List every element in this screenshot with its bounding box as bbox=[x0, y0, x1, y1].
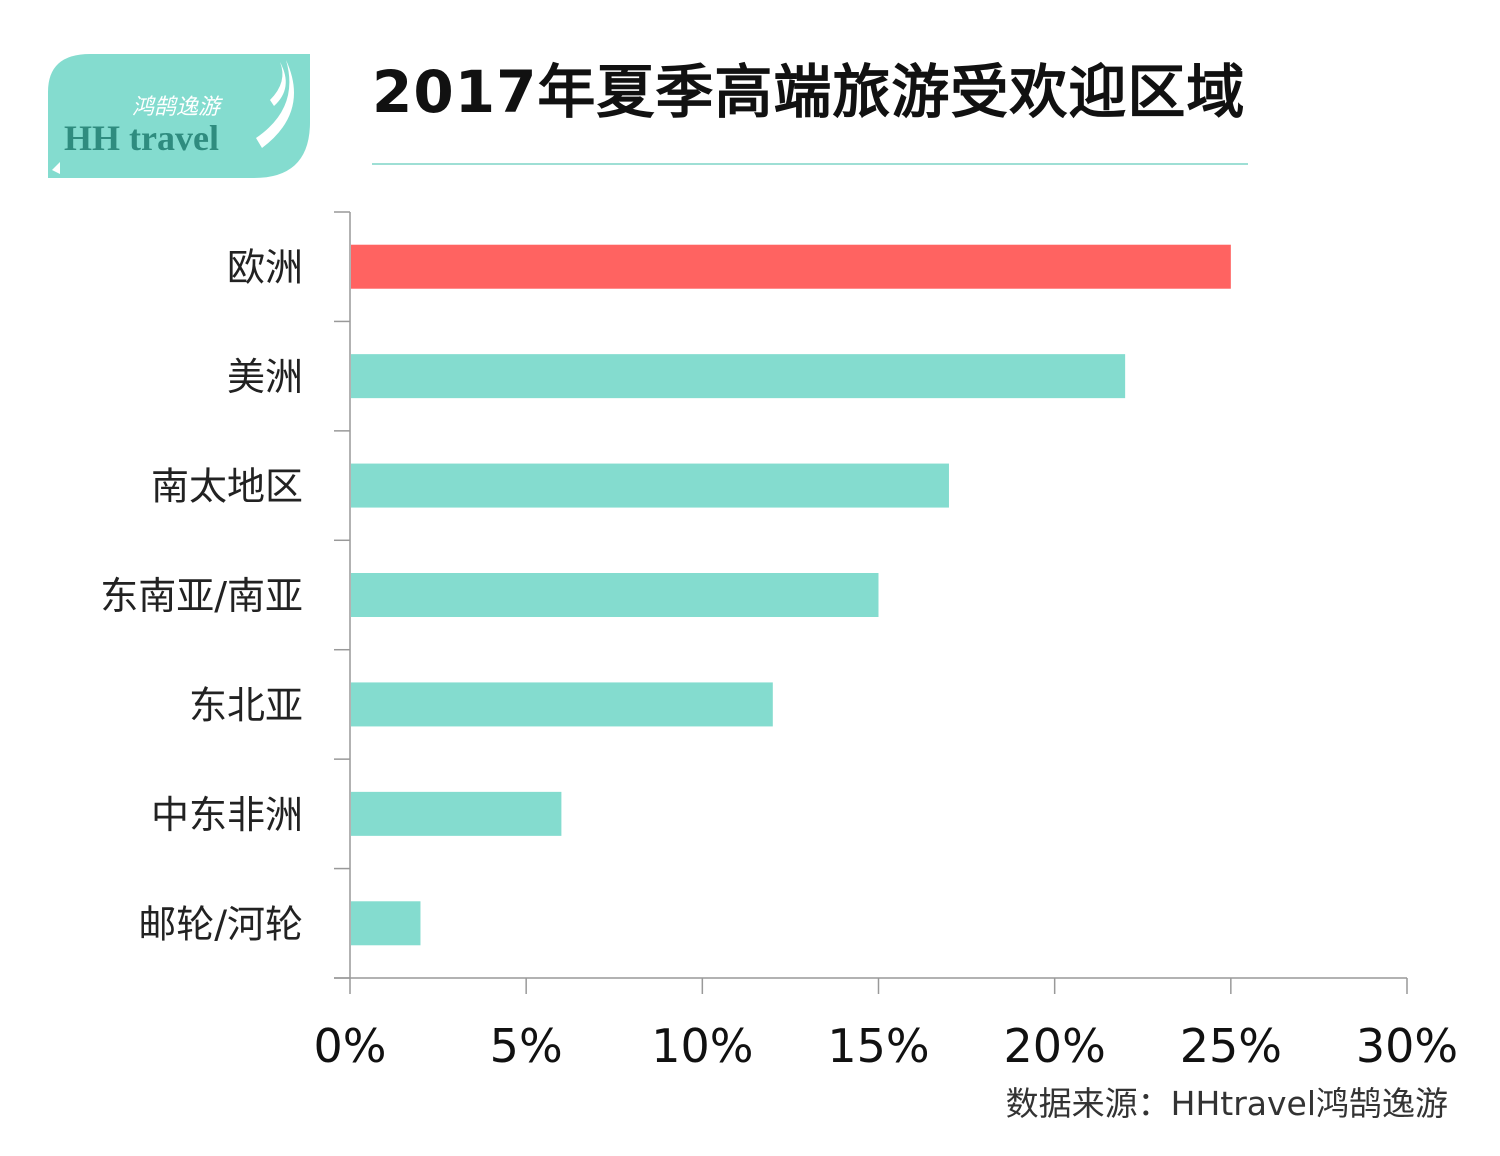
category-label: 南太地区 bbox=[151, 465, 303, 509]
logo-swoosh-decoration bbox=[256, 60, 294, 148]
x-tick-label: 25% bbox=[1180, 1019, 1282, 1073]
x-tick-label: 10% bbox=[651, 1019, 753, 1073]
logo-english-text: HH travel bbox=[64, 118, 219, 158]
bar-3 bbox=[351, 463, 949, 508]
logo-swoosh-small bbox=[270, 62, 286, 106]
hhtravel-logo: 鸿鹄逸游 HH travel bbox=[48, 54, 310, 178]
category-label: 邮轮/河轮 bbox=[138, 902, 303, 946]
x-axis: 0% 5% 10% 15% 20% 25% 30% bbox=[314, 977, 1458, 1073]
logo-chinese-text: 鸿鹄逸游 bbox=[132, 95, 224, 120]
x-tick-label: 15% bbox=[827, 1019, 929, 1073]
category-label: 美洲 bbox=[227, 355, 303, 399]
category-label: 中东非洲 bbox=[151, 793, 303, 837]
bar-7 bbox=[351, 901, 421, 946]
category-label: 东北亚 bbox=[189, 683, 303, 727]
x-tick-label: 0% bbox=[314, 1019, 387, 1073]
bar-5 bbox=[351, 682, 773, 727]
bar-6 bbox=[351, 791, 562, 836]
x-tick-label: 5% bbox=[490, 1019, 563, 1073]
chart-title: 2017年夏季高端旅游受欢迎区域 bbox=[372, 58, 1246, 126]
x-tick-label: 30% bbox=[1356, 1019, 1458, 1073]
title-underline bbox=[372, 163, 1248, 165]
logo-corner-mark bbox=[52, 162, 60, 174]
x-tick-label: 20% bbox=[1004, 1019, 1106, 1073]
bars bbox=[351, 244, 1231, 946]
category-label: 欧洲 bbox=[227, 246, 303, 290]
bar-4 bbox=[351, 573, 879, 617]
category-label: 东南亚/南亚 bbox=[100, 574, 303, 618]
bar-2 bbox=[351, 354, 1126, 399]
data-source-note: 数据来源：HHtravel鸿鹄逸游 bbox=[1005, 1084, 1448, 1123]
bar-1 bbox=[351, 244, 1231, 289]
logo-leaf-shape bbox=[48, 54, 310, 178]
